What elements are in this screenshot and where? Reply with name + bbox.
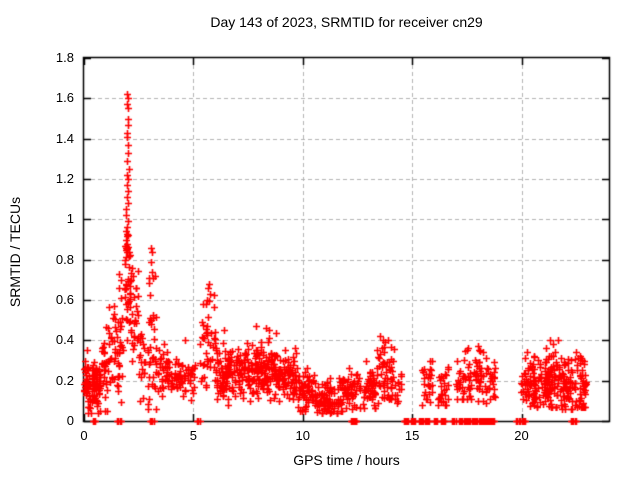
x-tick-label: 20 [514, 428, 529, 443]
x-tick-label: 10 [295, 428, 310, 443]
y-tick-label: 0.6 [55, 292, 74, 307]
y-tick-label: 0.2 [55, 372, 74, 388]
y-tick-label: 1.4 [55, 130, 74, 146]
y-tick-label: 1.6 [55, 90, 74, 106]
y-tick-label: 0.4 [55, 332, 74, 348]
x-axis-label: GPS time / hours [293, 452, 400, 468]
y-tick-label: 1 [66, 211, 74, 227]
y-tick-label: 0.8 [55, 251, 74, 267]
y-tick-label: 1.2 [55, 171, 74, 186]
x-tick-label: 0 [80, 428, 88, 443]
x-tick-label: 15 [404, 428, 420, 443]
y-tick-label: 0 [66, 413, 74, 428]
y-tick-label: 1.8 [55, 50, 74, 65]
chart-title: Day 143 of 2023, SRMTID for receiver cn2… [210, 14, 483, 30]
x-tick-label: 5 [189, 428, 197, 443]
